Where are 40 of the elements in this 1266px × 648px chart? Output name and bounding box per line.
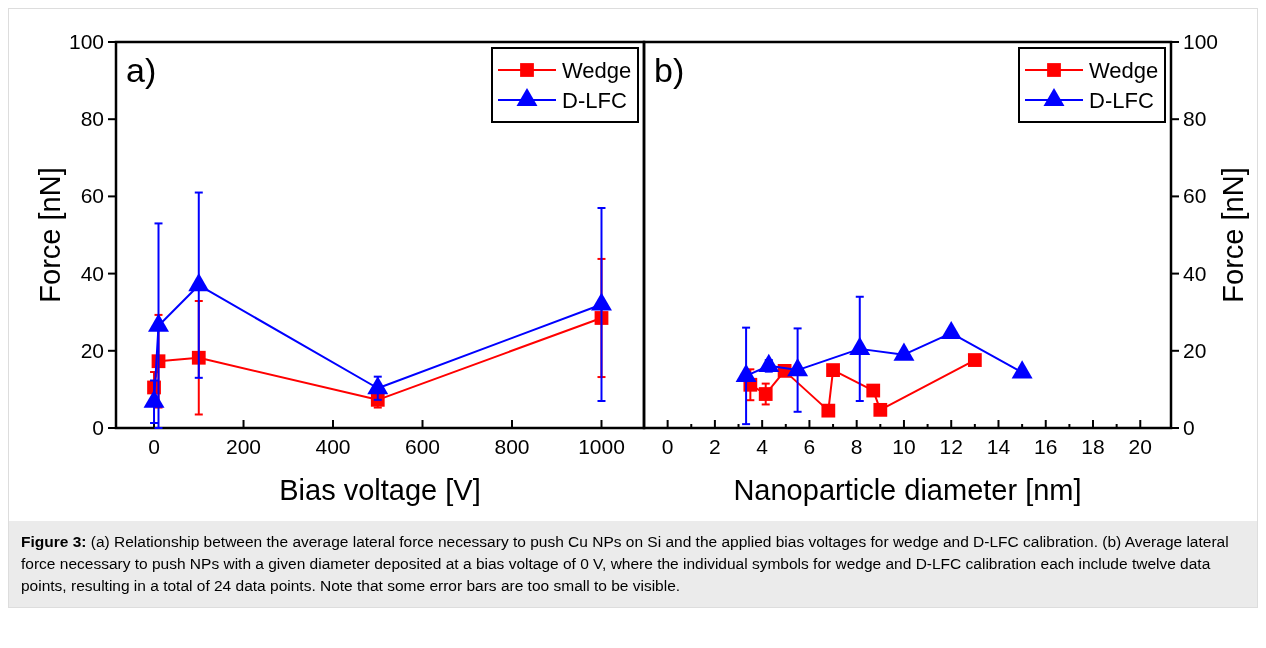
x-tick-label: 10 <box>892 435 916 458</box>
x-tick-label: 0 <box>148 435 160 458</box>
x-tick-label: 6 <box>803 435 816 458</box>
legend-label: Wedge <box>562 58 632 83</box>
x-tick-label: 16 <box>1034 435 1058 458</box>
x-tick-label: 600 <box>404 435 441 458</box>
y2-axis-title: Force [nN] <box>1216 167 1249 303</box>
x-axis-title: Bias voltage [V] <box>279 474 481 506</box>
x-tick-label: 2 <box>709 435 721 458</box>
y-tick-label: 0 <box>92 416 104 439</box>
y2-tick-label: 40 <box>1183 261 1207 285</box>
y2-tick-label: 0 <box>1183 416 1195 439</box>
legend-label: D-LFC <box>562 88 627 113</box>
legend-label: Wedge <box>1089 58 1159 83</box>
x-tick-label: 18 <box>1081 435 1105 458</box>
y2-tick-label: 60 <box>1183 184 1207 208</box>
x-tick-label: 0 <box>661 435 674 458</box>
y-tick-label: 100 <box>68 30 104 53</box>
y-axis-title: Force [nN] <box>33 167 66 303</box>
chart-title: a) <box>126 51 157 89</box>
x-tick-label: 400 <box>315 435 351 458</box>
x-tick-label: 12 <box>939 435 963 458</box>
x-tick-label: 1000 <box>578 435 625 458</box>
caption: Figure 3: (a) Relationship between the average lateral force necessary to push Cu NPs on Si and the applied bias voltages for wedge and D-LFC calibration. (b) Average lateral force necessary to push NPs with a given diameter deposited at a bias voltage of 0 V, where the individual symbols for wedge and D-LFC calibration each include twelve data points, resulting in a total of 24 data points. Note that some error bars are too small to be visible. <box>9 521 1257 607</box>
y2-tick-label: 100 <box>1183 30 1219 53</box>
y2-tick-label: 20 <box>1183 338 1207 362</box>
x-tick-label: 14 <box>986 435 1011 458</box>
x-tick-label: 800 <box>494 435 530 458</box>
x-tick-label: 4 <box>756 435 769 458</box>
x-tick-label: 200 <box>226 435 262 458</box>
y2-tick-label: 80 <box>1183 107 1207 131</box>
y-tick-label: 20 <box>80 338 104 362</box>
x-axis-title: Nanoparticle diameter [nm] <box>733 474 1082 506</box>
y-tick-label: 80 <box>80 107 104 131</box>
legend-label: D-LFC <box>1089 88 1154 113</box>
x-tick-label: 20 <box>1128 435 1152 458</box>
x-tick-label: 8 <box>850 435 863 458</box>
y-tick-label: 40 <box>80 261 104 285</box>
y-tick-label: 60 <box>80 184 104 208</box>
chart-title: b) <box>654 51 685 89</box>
